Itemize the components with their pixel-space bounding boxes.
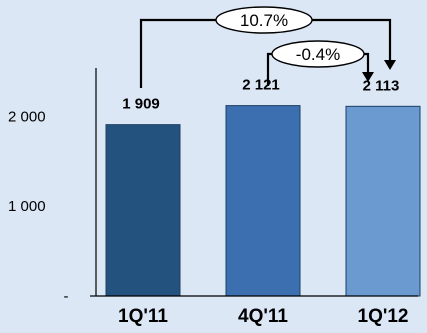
y-tick-label-1: 1 000 [8, 198, 46, 215]
annotation-line-right-0 [312, 18, 392, 60]
value-label-1: 2 121 [242, 77, 280, 94]
annotation-bubble-0 [215, 6, 313, 34]
annotation-label-0: 10.7% [240, 11, 288, 30]
value-label-0: 1 909 [122, 96, 160, 113]
annotation-line-right-1 [364, 52, 370, 72]
bar-2 [345, 105, 421, 297]
y-tick-label-0: - [64, 288, 69, 305]
annotation-label-1: -0.4% [296, 45, 340, 64]
annotation-arrowhead-1 [362, 72, 374, 82]
category-label-1: 4Q'11 [238, 306, 288, 327]
annotation-line-left-0 [139, 18, 216, 88]
y-tick-label-2: 2 000 [8, 108, 46, 125]
category-label-2: 1Q'12 [358, 306, 409, 327]
bar-1 [225, 105, 301, 297]
annotation-bubble-1 [271, 40, 365, 68]
category-label-0: 1Q'11 [118, 306, 168, 327]
annotation-line-left-1 [266, 52, 272, 86]
value-label-2: 2 113 [363, 77, 400, 94]
annotation-arrowhead-0 [384, 60, 396, 70]
bar-0 [105, 124, 181, 297]
